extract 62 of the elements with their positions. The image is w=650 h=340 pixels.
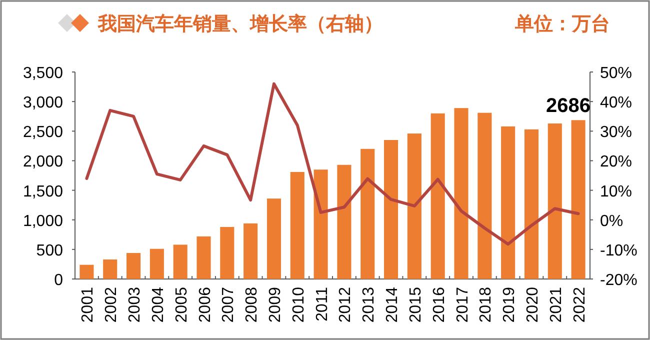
bar bbox=[501, 126, 516, 279]
x-tick-label: 2005 bbox=[173, 286, 190, 323]
bar bbox=[173, 244, 188, 279]
y-tick-label: 2,500 bbox=[22, 124, 64, 142]
bar bbox=[244, 223, 258, 279]
y2-tick-label: 30% bbox=[600, 124, 632, 142]
bar bbox=[266, 198, 281, 279]
y2-tick-label: 10% bbox=[600, 183, 632, 200]
x-tick-label: 2008 bbox=[244, 286, 261, 323]
bar bbox=[196, 236, 211, 279]
x-tick-label: 2013 bbox=[360, 286, 378, 323]
bar bbox=[454, 108, 468, 279]
x-tick-label: 2009 bbox=[266, 286, 284, 323]
x-tick-label: 2019 bbox=[501, 286, 518, 323]
bar bbox=[103, 259, 118, 279]
y2-tick-label: -10% bbox=[600, 242, 638, 260]
x-tick-label: 2012 bbox=[337, 286, 354, 323]
y2-tick-label: 40% bbox=[600, 94, 632, 112]
bar bbox=[430, 113, 445, 279]
x-tick-label: 2017 bbox=[454, 286, 472, 323]
x-tick-label: 2016 bbox=[430, 286, 448, 323]
x-tick-label: 2007 bbox=[220, 286, 238, 323]
x-tick-label: 2011 bbox=[314, 286, 331, 322]
bar bbox=[360, 148, 375, 279]
x-tick-label: 2018 bbox=[478, 286, 495, 323]
bar bbox=[548, 123, 562, 279]
chart-title: 我国汽车年销量、增长率（右轴） bbox=[97, 13, 383, 35]
y-tick-label: 1,500 bbox=[22, 183, 64, 200]
y2-tick-label: -20% bbox=[600, 272, 638, 289]
x-tick-label: 2015 bbox=[407, 286, 424, 323]
bar bbox=[126, 252, 141, 279]
bar bbox=[337, 164, 352, 279]
x-tick-label: 2004 bbox=[150, 286, 167, 323]
y-tick-label: 1,000 bbox=[22, 212, 64, 230]
x-tick-label: 2003 bbox=[126, 286, 144, 323]
bar bbox=[571, 120, 586, 279]
x-tick-label: 2020 bbox=[524, 286, 542, 323]
bar bbox=[314, 170, 328, 279]
bar bbox=[524, 129, 538, 279]
x-tick-label: 2021 bbox=[548, 286, 565, 323]
bar bbox=[407, 134, 422, 279]
x-tick-label: 2022 bbox=[571, 286, 588, 323]
y-tick-label: 0 bbox=[54, 272, 64, 289]
bar bbox=[150, 248, 164, 279]
y2-tick-label: 0% bbox=[600, 212, 624, 230]
bar bbox=[478, 112, 492, 279]
x-tick-label: 2014 bbox=[384, 286, 402, 323]
bar bbox=[384, 140, 398, 279]
chart-subtitle: 单位：万台 bbox=[514, 13, 610, 35]
x-tick-label: 2010 bbox=[290, 286, 308, 323]
y-tick-label: 2,000 bbox=[22, 154, 64, 171]
bar bbox=[80, 264, 94, 279]
bar bbox=[220, 226, 234, 279]
bar bbox=[290, 172, 304, 279]
y-tick-label: 3,500 bbox=[22, 65, 64, 82]
x-tick-label: 2002 bbox=[103, 286, 120, 323]
y-tick-label: 500 bbox=[36, 242, 64, 260]
y2-tick-label: 50% bbox=[600, 65, 632, 82]
x-tick-label: 2001 bbox=[80, 286, 97, 323]
y-tick-label: 3,000 bbox=[22, 94, 64, 112]
y2-tick-label: 20% bbox=[600, 154, 632, 171]
x-tick-label: 2006 bbox=[196, 286, 214, 323]
